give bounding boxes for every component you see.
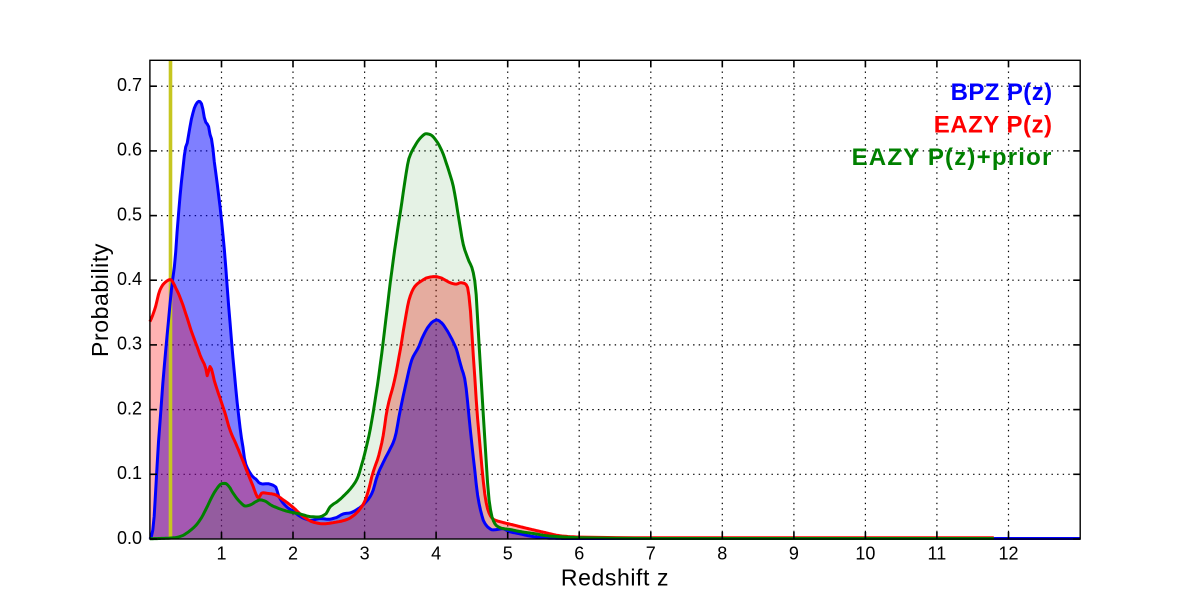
svg-text:4: 4 <box>431 544 441 564</box>
svg-text:BPZ P(z): BPZ P(z) <box>951 79 1053 106</box>
svg-text:9: 9 <box>789 544 799 564</box>
svg-text:0.5: 0.5 <box>117 204 142 224</box>
svg-text:1: 1 <box>216 544 226 564</box>
svg-text:10: 10 <box>855 544 875 564</box>
svg-text:5: 5 <box>503 544 513 564</box>
svg-text:12: 12 <box>998 544 1018 564</box>
svg-text:2: 2 <box>288 544 298 564</box>
svg-text:6: 6 <box>574 544 584 564</box>
svg-text:0.3: 0.3 <box>117 334 142 354</box>
svg-text:3: 3 <box>360 544 370 564</box>
svg-text:EAZY P(z)+prior: EAZY P(z)+prior <box>852 144 1053 171</box>
svg-text:0.1: 0.1 <box>117 463 142 483</box>
svg-text:EAZY P(z): EAZY P(z) <box>934 112 1053 139</box>
svg-text:0.7: 0.7 <box>117 75 142 95</box>
svg-text:8: 8 <box>717 544 727 564</box>
svg-text:7: 7 <box>646 544 656 564</box>
svg-text:0.2: 0.2 <box>117 398 142 418</box>
svg-text:0.4: 0.4 <box>117 269 142 289</box>
svg-text:Redshift z: Redshift z <box>561 565 669 591</box>
svg-text:Probability: Probability <box>87 243 113 357</box>
svg-text:0.0: 0.0 <box>117 528 142 548</box>
svg-text:0.6: 0.6 <box>117 140 142 160</box>
svg-text:11: 11 <box>928 544 947 564</box>
